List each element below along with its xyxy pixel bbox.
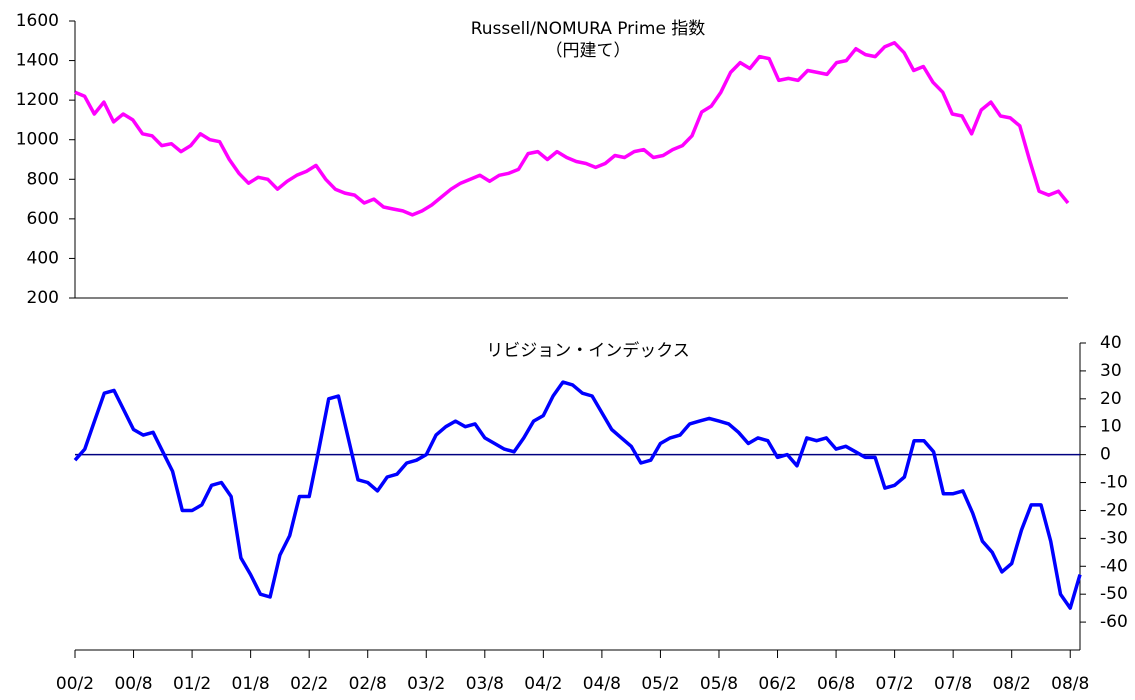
x-tick-label: 06/2 <box>758 674 796 694</box>
y-tick-label: 400 <box>27 248 59 268</box>
y-tick-label: 1600 <box>16 11 59 31</box>
x-tick-label: 01/2 <box>173 674 211 694</box>
x-tick-label: 08/8 <box>1051 674 1089 694</box>
x-tick-label: 03/2 <box>407 674 445 694</box>
x-tick-label: 02/8 <box>349 674 387 694</box>
x-tick-label: 04/2 <box>524 674 562 694</box>
y-tick-label: 1200 <box>16 90 59 110</box>
chart-title: Russell/NOMURA Prime 指数 <box>471 19 706 39</box>
y-tick-label: 20 <box>1100 389 1122 409</box>
y-tick-label: -20 <box>1100 500 1128 520</box>
x-tick-label: 05/8 <box>700 674 738 694</box>
x-tick-label: 02/2 <box>290 674 328 694</box>
y-tick-label: -50 <box>1100 584 1128 604</box>
x-tick-label: 00/2 <box>56 674 94 694</box>
x-tick-label: 06/8 <box>817 674 855 694</box>
y-tick-label: 0 <box>1100 445 1111 465</box>
x-tick-label: 01/8 <box>232 674 270 694</box>
chart-subtitle: （円建て） <box>546 41 631 61</box>
y-tick-label: 800 <box>27 169 59 189</box>
y-tick-label: 40 <box>1100 333 1122 353</box>
y-tick-label: 1400 <box>16 51 59 71</box>
y-tick-label: -40 <box>1100 556 1128 576</box>
y-tick-label: 200 <box>27 288 59 308</box>
y-tick-label: 10 <box>1100 417 1122 437</box>
y-tick-label: -10 <box>1100 473 1128 493</box>
x-tick-label: 07/8 <box>934 674 972 694</box>
x-tick-label: 04/8 <box>583 674 621 694</box>
line-series <box>74 41 1070 217</box>
line-series <box>73 380 1082 610</box>
y-tick-label: -30 <box>1100 528 1128 548</box>
x-tick-label: 08/2 <box>993 674 1031 694</box>
y-tick-label: 1000 <box>16 130 59 150</box>
y-tick-label: -60 <box>1100 612 1128 632</box>
y-tick-label: 30 <box>1100 361 1122 381</box>
x-tick-label: 03/8 <box>466 674 504 694</box>
chart-title: リビジョン・インデックス <box>486 340 690 361</box>
y-tick-label: 600 <box>27 209 59 229</box>
x-tick-label: 05/2 <box>641 674 679 694</box>
x-tick-label: 07/2 <box>876 674 914 694</box>
x-tick-label: 00/8 <box>114 674 152 694</box>
